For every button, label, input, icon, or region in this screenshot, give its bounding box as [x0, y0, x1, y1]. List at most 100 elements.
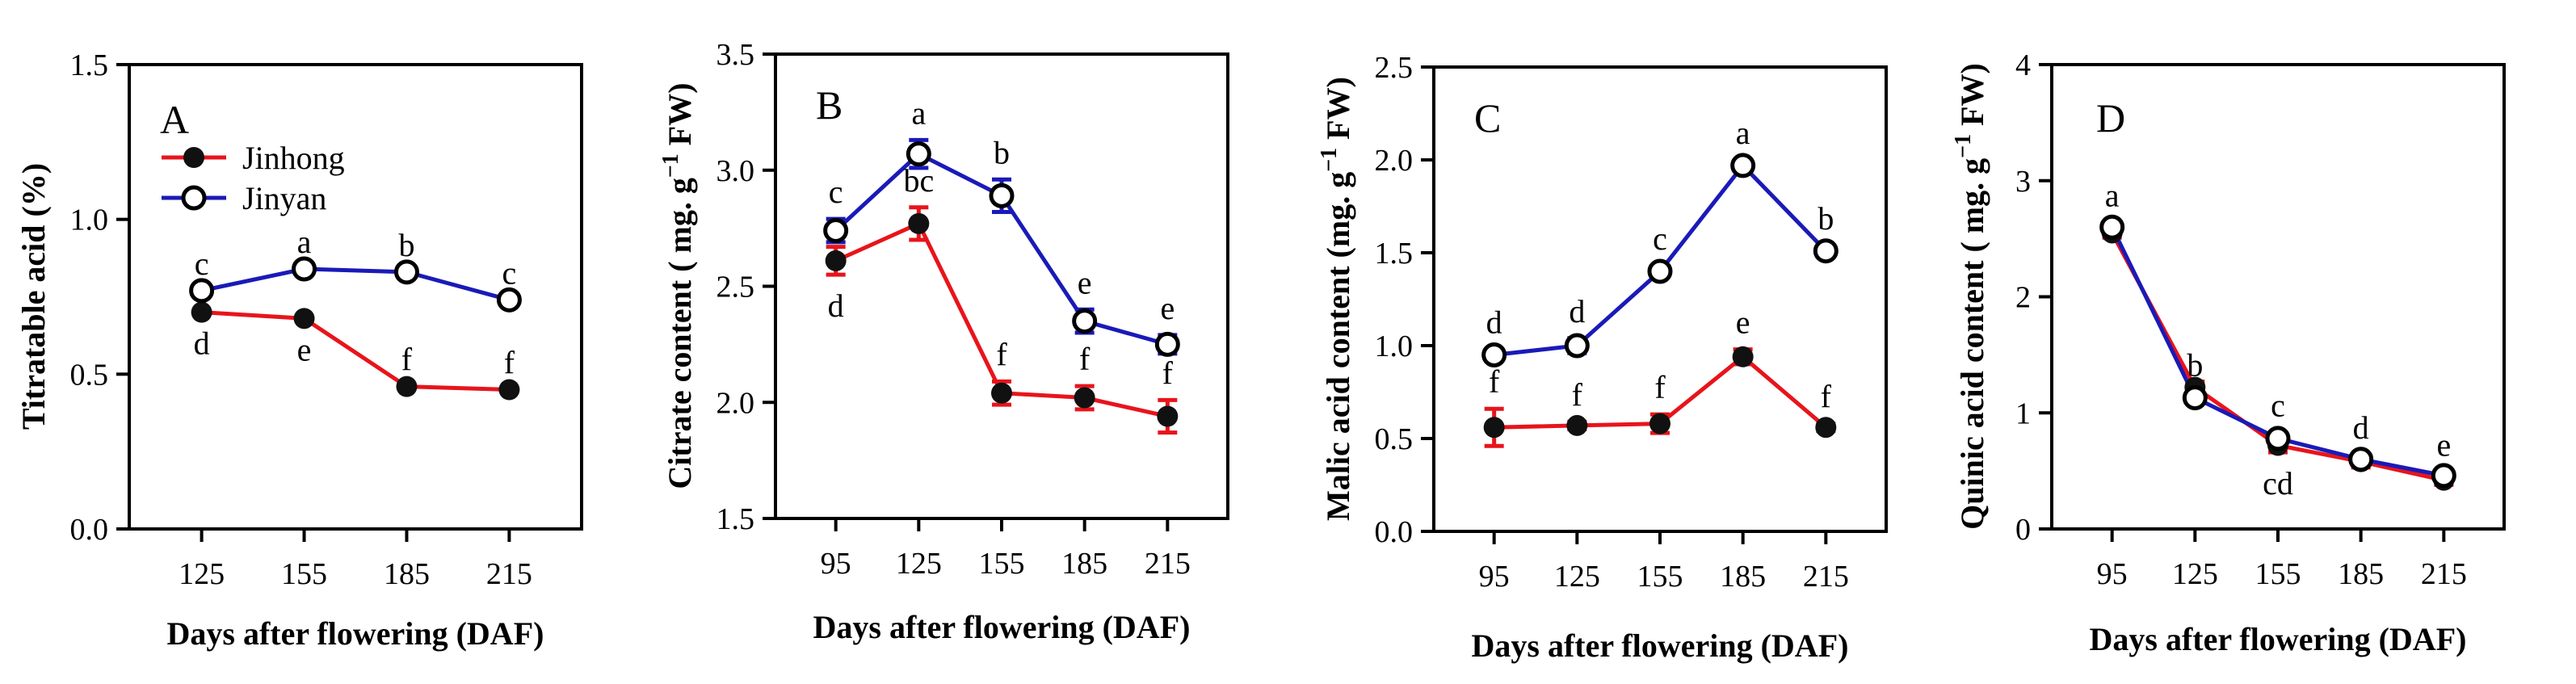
panel-d-ylabel-main: Quinic acid content ( mg. g: [1954, 158, 1990, 530]
panel-c-xtick-label: 185: [1720, 560, 1766, 594]
panel-b-xtick-label: 215: [1145, 547, 1191, 581]
panel-a-jinyan-point: [189, 278, 215, 304]
panel-c-ytick-label: 2.5: [1375, 51, 1414, 85]
panel-c-xtick-label: 155: [1637, 560, 1683, 594]
panel-d-ytick-label: 1: [2015, 397, 2031, 430]
panel-b-jinyan-sig-letter: b: [994, 134, 1010, 170]
panel-b-axes: 1.5 2.0 2.5 3.0 3.5 95 125 155 185 215: [716, 38, 1191, 581]
panel-d-ylabel: Quinic acid content ( mg. g−1 FW): [1951, 63, 1990, 530]
panel-d-jinyan-point: [2182, 385, 2208, 411]
panel-c-jinyan-sig-letter: c: [1653, 220, 1667, 257]
panel-d-jinyan-point: [2431, 463, 2456, 489]
panel-a-jinyan-sig-letter: b: [398, 227, 414, 263]
panel-b-jinhong-sig-letter: f: [1162, 355, 1174, 391]
panel-a-ytick-label: 0.5: [70, 358, 109, 392]
panel-d-jinyan-point: [2099, 214, 2125, 240]
panel-a-jinhong-sig-letter: f: [504, 345, 515, 381]
panel-c-jinhong-sig-letter: e: [1736, 304, 1750, 341]
panel-d-jinyan-sig-letter: b: [2187, 346, 2203, 383]
panel-c-jinyan-point: [1564, 333, 1590, 359]
panel-d-axes: 0 1 2 3 4 95 125 155 185 215: [2015, 48, 2467, 591]
panel-d-jinyan-sig-letter: e: [2436, 427, 2451, 464]
panel-b-xtick-label: 185: [1061, 547, 1107, 581]
panel-a-jinhong-sig-letter: f: [401, 342, 413, 378]
panel-a-jinyan-point: [292, 256, 317, 282]
panel-c-ylabel-sup: −1: [1317, 148, 1342, 172]
panel-b-plot: d bc f f f c a b e e: [823, 94, 1180, 435]
panel-b-jinyan-sig-letter: e: [1160, 290, 1175, 326]
legend-jinhong-marker: [183, 147, 204, 168]
panel-b-jinhong-sig-letter: f: [1079, 341, 1090, 377]
panel-a-jinyan-sig-letter: c: [195, 245, 209, 282]
panel-a: 0.0 0.5 1.0 1.5 125 155 185 215 d e f f c a b c A Titr…: [15, 48, 583, 652]
panel-b-jinhong-point: [908, 212, 930, 234]
panel-b-jinhong-sig-letter: bc: [903, 162, 934, 199]
panel-b-ylabel: Citrate content ( mg. g−1 FW): [658, 82, 698, 489]
panel-b-jinhong-sig-letter: d: [828, 287, 844, 324]
panel-a-jinhong-point: [498, 379, 520, 401]
panel-b-jinyan-point: [1072, 308, 1098, 334]
panel-b-jinyan-sig-letter: a: [911, 94, 926, 131]
panel-b-ytick-label: 2.5: [716, 271, 755, 304]
panel-d-xtick-label: 95: [2097, 557, 2128, 591]
panel-c-jinhong-sig-letter: f: [1489, 363, 1500, 400]
panel-c-jinyan-sig-letter: a: [1736, 115, 1750, 151]
panel-d-jinyan-sig-letter: c: [2271, 388, 2285, 424]
panel-c-jinhong-point: [1732, 346, 1754, 367]
panel-c-xlabel: Days after flowering (DAF): [1472, 627, 1849, 664]
panel-c-xtick-label: 95: [1479, 560, 1510, 594]
panel-c-ytick-label: 1.5: [1375, 237, 1414, 271]
panel-a-jinyan-sig-letter: c: [502, 254, 517, 291]
panel-a-axes: 0.0 0.5 1.0 1.5 125 155 185 215: [70, 48, 532, 591]
panel-c-jinyan-point: [1481, 342, 1507, 367]
panel-a-frame: [128, 63, 583, 531]
panel-c-ytick-label: 0.0: [1375, 515, 1414, 549]
panel-a-xtick-label: 185: [384, 557, 430, 591]
panel-d-jinyan-point: [2348, 447, 2374, 472]
panel-d-xlabel: Days after flowering (DAF): [2090, 621, 2467, 657]
panel-a-ytick-label: 0.0: [70, 513, 109, 547]
panel-b-ytick-label: 1.5: [716, 502, 755, 536]
panel-b: 1.5 2.0 2.5 3.0 3.5 95 125 155 185 215 d bc f f f c a b e…: [658, 38, 1229, 645]
panel-c-label: C: [1474, 95, 1501, 141]
panel-b-ylabel-sup: −1: [658, 153, 683, 178]
panel-d-ylabel-tail: FW): [1954, 63, 1990, 134]
panel-b-ylabel-tail: FW): [662, 82, 698, 153]
panel-d-label: D: [2096, 95, 2125, 141]
panel-a-jinyan-point: [496, 287, 522, 313]
panel-c-jinhong-sig-letter: f: [1821, 379, 1832, 415]
panel-a-ytick-label: 1.0: [70, 204, 109, 237]
panel-c-jinyan-point: [1647, 258, 1673, 284]
panel-b-jinhong-point: [1157, 405, 1179, 427]
panel-a-jinhong-point: [396, 376, 418, 397]
panel-d-ytick-label: 2: [2015, 281, 2031, 315]
panel-c-jinyan-sig-letter: d: [1569, 293, 1585, 329]
panel-a-jinhong-sig-letter: e: [297, 331, 312, 367]
panel-d-xtick-label: 185: [2338, 557, 2384, 591]
panel-a-jinhong-point: [293, 308, 315, 329]
panel-c-ylabel-main: Malic acid content (mg. g: [1320, 172, 1356, 521]
panel-b-jinyan-point: [1154, 331, 1180, 357]
panel-d-jinyan-point: [2265, 426, 2291, 451]
panel-a-jinyan-point: [393, 259, 419, 285]
panel-b-jinyan-point: [823, 218, 849, 243]
panel-a-ylabel: Titratable acid (%): [15, 163, 52, 430]
panel-c-ylabel-tail: FW): [1320, 77, 1356, 148]
panel-a-xtick-label: 155: [281, 557, 327, 591]
panel-d-xtick-label: 155: [2255, 557, 2301, 591]
panel-b-frame: [774, 52, 1229, 520]
panel-b-ylabel-main: Citrate content ( mg. g: [662, 178, 698, 489]
legend-jinyan-label: Jinyan: [242, 180, 326, 216]
panel-d-ylabel-sup: −1: [1951, 134, 1976, 158]
panel-d-ytick-label: 0: [2015, 513, 2031, 547]
panel-b-ytick-label: 3.5: [716, 38, 755, 72]
panel-d-jinyan-sig-letter: a: [2105, 178, 2120, 214]
panel-b-jinyan-sig-letter: e: [1078, 264, 1092, 300]
panel-c-axes: 0.0 0.5 1.0 1.5 2.0 2.5 95 125 155 185 215: [1375, 51, 1849, 594]
panel-a-ytick-label: 1.5: [70, 48, 109, 82]
panel-b-jinyan-point: [989, 183, 1015, 208]
panel-a-jinhong-point: [191, 301, 212, 323]
panel-a-jinyan-line: [201, 266, 511, 302]
